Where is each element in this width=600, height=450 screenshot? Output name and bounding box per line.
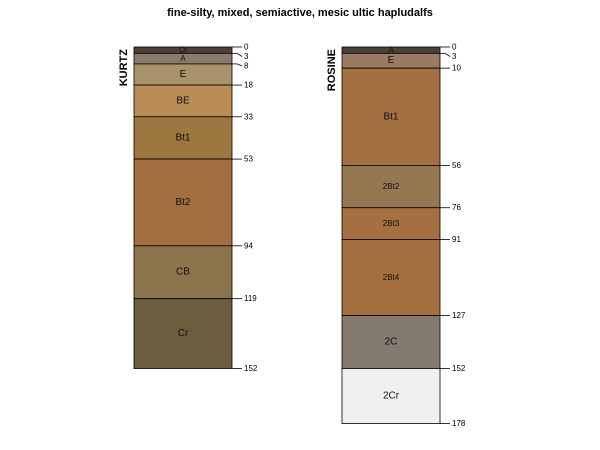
horizon-rect-2bt2 bbox=[341, 165, 441, 209]
horizon-rect-cr bbox=[133, 298, 233, 369]
profile-name-kurtz: KURTZ bbox=[118, 49, 130, 87]
profile-name-rosine: ROSINE bbox=[326, 49, 338, 91]
depth-label: 18 bbox=[244, 81, 253, 90]
horizon-rect-bt1 bbox=[133, 116, 233, 160]
depth-label: 53 bbox=[244, 155, 253, 164]
depth-leader bbox=[236, 63, 243, 67]
depth-label: 178 bbox=[452, 419, 466, 428]
horizon-label-oi: Oi bbox=[179, 46, 187, 55]
depth-label: 0 bbox=[452, 43, 457, 52]
horizon-label-a: A bbox=[388, 46, 394, 55]
horizon-rect-bt2 bbox=[133, 158, 233, 247]
horizon-rect-2c bbox=[341, 315, 441, 369]
depth-label: 10 bbox=[452, 64, 461, 73]
horizon-label-a: A bbox=[180, 54, 186, 63]
depth-label: 3 bbox=[244, 52, 249, 61]
depth-label: 33 bbox=[244, 112, 253, 121]
depth-label: 91 bbox=[452, 235, 461, 244]
depth-label: 3 bbox=[452, 52, 457, 61]
profiles-group: OiAEBEBt1Bt2CBCrKURTZ03818335394119152AE… bbox=[118, 43, 466, 428]
horizon-label-be: BE bbox=[176, 95, 190, 106]
horizon-label-bt1: Bt1 bbox=[383, 111, 398, 122]
depth-label: 0 bbox=[244, 43, 249, 52]
horizon-label-2bt2: 2Bt2 bbox=[383, 182, 400, 191]
horizon-label-2c: 2C bbox=[385, 337, 398, 348]
horizon-rect-2bt4 bbox=[341, 239, 441, 317]
horizon-label-e: E bbox=[180, 69, 187, 80]
depth-label: 152 bbox=[452, 364, 466, 373]
horizon-rect-bt1 bbox=[341, 67, 441, 166]
profile-rosine: AE Bt1 2Bt2 2Bt3 2Bt4 2C 2Cr ROSINE 03 10 56 76 91 12… bbox=[326, 43, 466, 428]
depth-label: 56 bbox=[452, 161, 461, 170]
horizon-label-bt2: Bt2 bbox=[175, 197, 190, 208]
horizon-label-2cr: 2Cr bbox=[383, 390, 400, 401]
horizon-label-cb: CB bbox=[176, 267, 190, 278]
depth-leader bbox=[236, 53, 243, 57]
horizon-label-cr: Cr bbox=[178, 328, 189, 339]
horizon-label-bt1: Bt1 bbox=[175, 132, 190, 143]
depth-leader bbox=[444, 53, 451, 57]
horizon-rect-be bbox=[133, 84, 233, 118]
horizon-label-2bt4: 2Bt4 bbox=[383, 273, 400, 282]
horizon-rect-2bt3 bbox=[341, 207, 441, 240]
depth-label: 119 bbox=[244, 294, 257, 303]
depth-label: 127 bbox=[452, 311, 466, 320]
depth-label: 152 bbox=[244, 364, 258, 373]
depth-label: 94 bbox=[244, 241, 253, 250]
horizon-rect-cb bbox=[133, 245, 233, 300]
depth-label: 8 bbox=[244, 62, 249, 71]
horizon-label-e: E bbox=[388, 55, 395, 66]
horizon-label-2bt3: 2Bt3 bbox=[383, 219, 400, 228]
horizon-rect-2cr bbox=[341, 368, 441, 424]
chart-title: fine-silty, mixed, semiactive, mesic ult… bbox=[167, 7, 433, 19]
depth-label: 76 bbox=[452, 203, 461, 212]
